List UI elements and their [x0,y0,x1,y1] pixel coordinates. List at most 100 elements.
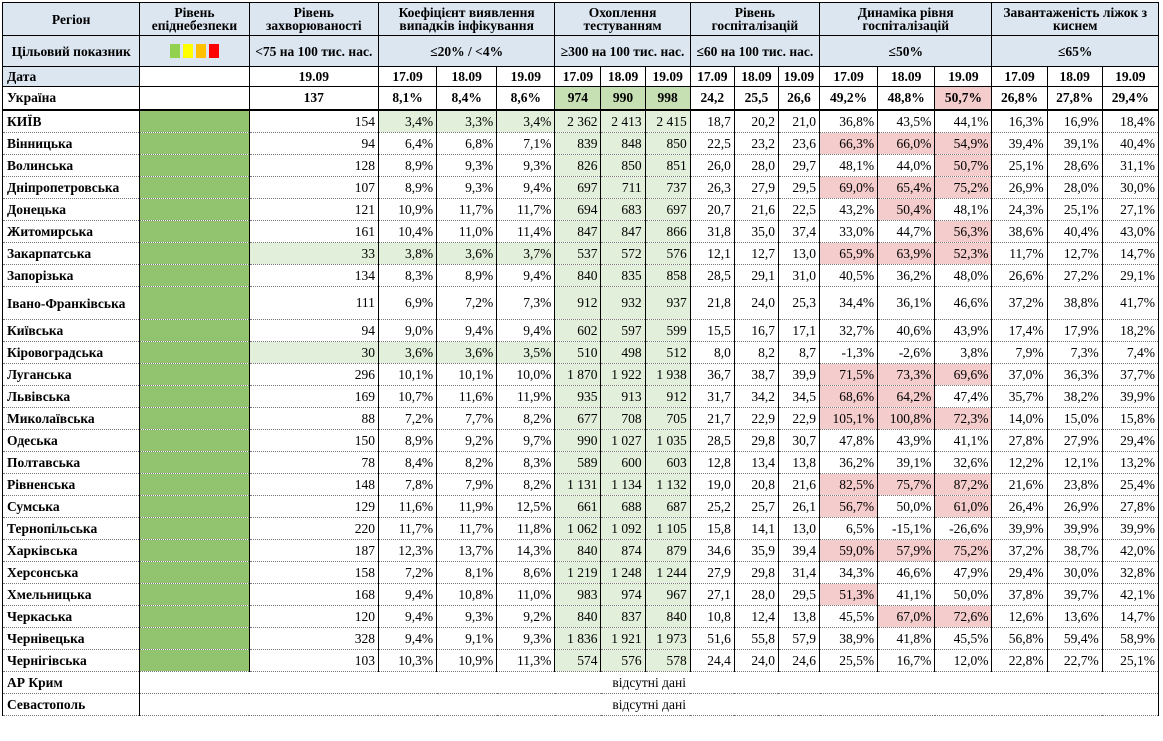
morbidity-cell: 220 [248,517,379,540]
hosp-dyn-cell: 72,6% [934,605,993,628]
hosp-dyn-cell: 25,5% [819,649,879,672]
detection-cell: 9,3% [496,627,556,650]
region-row: Львівська 169 10,7% 11,6% 11,9% 935 913 912 31,7… [1,385,1160,408]
oxygen-cell: 13,2% [1101,451,1160,474]
hosp-dyn-cell: 56,3% [934,220,993,243]
testing-cell: 866 [644,220,691,243]
hosp-dyn-cell: 12,0% [934,649,993,672]
oxygen-cell: 26,9% [1046,495,1103,518]
testing-cell: 974 [600,583,646,606]
hosp-dyn-cell: 41,1% [934,429,993,452]
date-hosp-3: 19.09 [777,66,821,87]
morbidity-cell: 169 [248,385,379,408]
detection-cell: 12,3% [377,539,438,562]
epid-level-cell [139,154,250,177]
detection-cell: 8,2% [496,473,556,496]
hosp-level-cell: 24,2 [689,86,735,111]
hosp-level-cell: 29,8 [733,561,779,584]
hosp-dyn-cell: 100,8% [877,407,936,430]
hosp-dyn-cell: 32,7% [819,319,879,342]
region-name: Волинська [1,154,141,177]
hosp-dyn-cell: 36,2% [819,451,879,474]
region-name: Дніпропетровська [1,176,141,199]
region-name: Донецька [1,198,141,221]
testing-cell: 840 [554,605,602,628]
detection-cell: 11,8% [496,517,556,540]
region-row: Кіровоградська 30 3,6% 3,6% 3,5% 510 498 512 8,0… [1,341,1160,364]
detection-cell: 6,9% [377,286,438,320]
date-oxygen-3: 19.09 [1101,66,1160,87]
morbidity-cell: 30 [248,341,379,364]
region-name: Чернівецька [1,627,141,650]
detection-cell: 10,3% [377,649,438,672]
region-name: Черкаська [1,605,141,628]
detection-cell: 10,0% [496,363,556,386]
hosp-dyn-cell: 44,7% [877,220,936,243]
testing-cell: 850 [600,154,646,177]
oxygen-cell: 39,9% [1101,517,1160,540]
hosp-level-cell: 28,5 [689,429,735,452]
detection-cell: 7,1% [496,132,556,155]
testing-cell: 1 035 [644,429,691,452]
hosp-dyn-cell: -1,3% [819,341,879,364]
detection-cell: 3,4% [377,109,438,133]
oxygen-cell: 16,3% [991,109,1048,133]
oxygen-cell: 39,4% [991,132,1048,155]
hosp-level-cell: 57,9 [777,627,821,650]
region-name: Вінницька [1,132,141,155]
testing-cell: 974 [554,86,602,111]
detection-cell: 10,9% [377,198,438,221]
testing-cell: 935 [554,385,602,408]
oxygen-cell: 39,9% [991,517,1048,540]
hosp-dyn-cell: 69,0% [819,176,879,199]
epid-level-cell [139,198,250,221]
detection-cell: 3,7% [496,242,556,265]
hosp-level-cell: 18,7 [689,109,735,133]
detection-cell: 6,8% [436,132,498,155]
oxygen-cell: 37,2% [991,286,1048,320]
oxygen-cell: 17,4% [991,319,1048,342]
hosp-dyn-cell: 47,8% [819,429,879,452]
testing-cell: 983 [554,583,602,606]
oxygen-cell: 38,6% [991,220,1048,243]
hosp-dyn-cell: 46,6% [934,286,993,320]
testing-cell: 1 921 [600,627,646,650]
hosp-dyn-cell: 39,1% [877,451,936,474]
hosp-level-cell: 29,5 [777,583,821,606]
region-name: Херсонська [1,561,141,584]
hosp-dyn-cell: 72,3% [934,407,993,430]
hosp-dyn-cell: 75,7% [877,473,936,496]
hosp-level-cell: 31,7 [689,385,735,408]
oxygen-cell: 26,9% [991,176,1048,199]
morbidity-cell: 158 [248,561,379,584]
testing-cell: 840 [554,264,602,287]
hosp-dyn-cell: -2,6% [877,341,936,364]
header-detection: Коефіцієнт виявлення випадків інфікуванн… [377,2,556,36]
epid-level-cell [139,132,250,155]
epid-level-cell [139,451,250,474]
hosp-level-cell: 21,0 [777,109,821,133]
hosp-level-cell: 37,4 [777,220,821,243]
oxygen-cell: 38,2% [1046,385,1103,408]
region-row: Вінницька 94 6,4% 6,8% 7,1% 839 848 850 22,5 23,2… [1,132,1160,155]
detection-cell: 8,6% [496,86,556,111]
region-name: Україна [1,86,141,111]
hosp-level-cell: 20,7 [689,198,735,221]
hosp-level-cell: 22,5 [689,132,735,155]
header-morbidity: Рівень захворюваності [248,2,379,36]
detection-cell: 9,4% [496,319,556,342]
detection-cell: 8,4% [377,451,438,474]
detection-cell: 7,9% [436,473,498,496]
hosp-level-cell: 22,5 [777,198,821,221]
detection-cell: 9,0% [377,319,438,342]
epid-level-cell [139,286,250,320]
hosp-level-cell: 20,2 [733,109,779,133]
oxygen-cell: 22,7% [1046,649,1103,672]
testing-cell: 498 [600,341,646,364]
date-oxygen-1: 17.09 [991,66,1048,87]
region-row: Полтавська 78 8,4% 8,2% 8,3% 589 600 603 12,8 13,… [1,451,1160,474]
detection-cell: 11,7% [436,198,498,221]
epid-level-cell [139,242,250,265]
region-name: Полтавська [1,451,141,474]
detection-cell: 13,7% [436,539,498,562]
